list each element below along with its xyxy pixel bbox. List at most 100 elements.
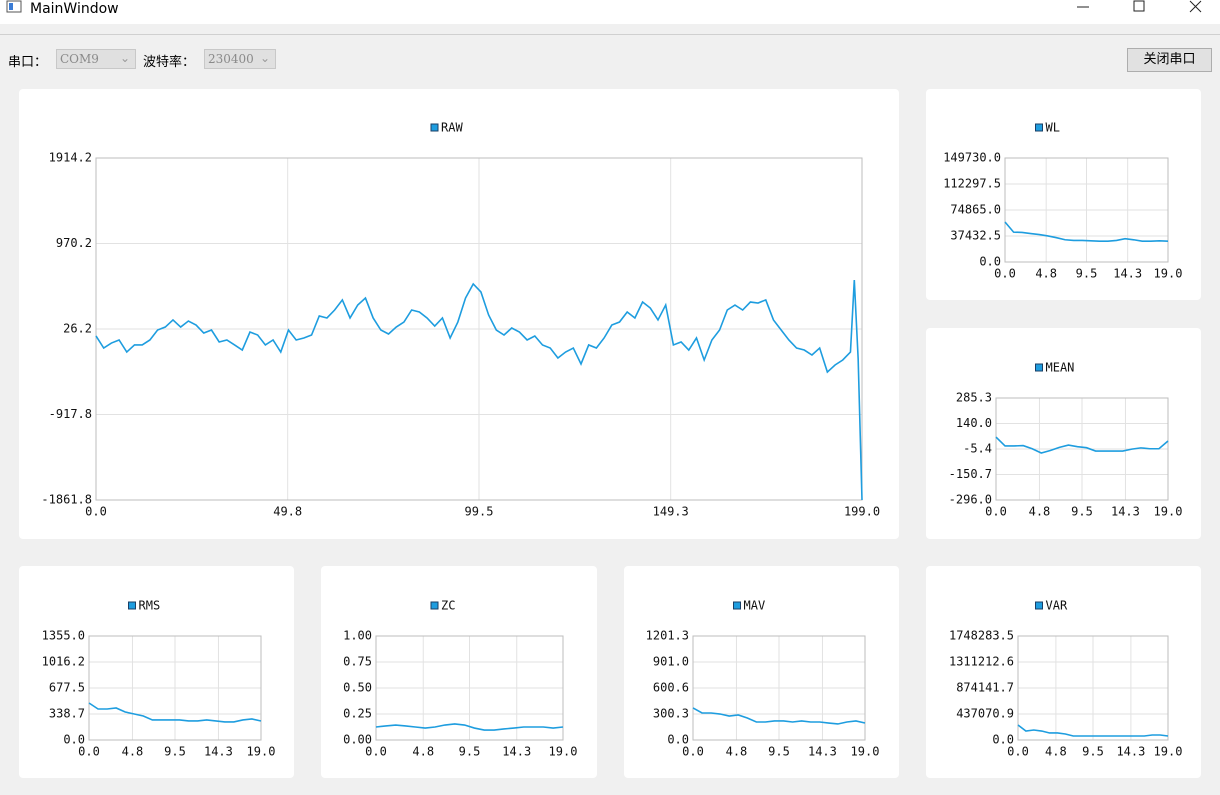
legend-label: MEAN	[1046, 361, 1075, 375]
y-tick-label: 437070.9	[956, 707, 1014, 721]
plot-frame	[375, 635, 564, 741]
y-tick-label: 0.0	[667, 733, 689, 747]
y-tick-label: 0.0	[992, 733, 1014, 747]
x-tick-label: 4.8	[412, 745, 434, 759]
y-tick-label: 0.50	[343, 681, 372, 695]
x-tick-label: 0.0	[365, 745, 387, 759]
legend-marker	[1035, 601, 1043, 610]
x-tick-label: 9.5	[768, 745, 790, 759]
x-tick-label: 0.0	[85, 505, 107, 519]
window-controls[interactable]	[1060, 0, 1220, 20]
y-tick-label: 1201.3	[646, 629, 689, 643]
series-line	[95, 279, 863, 501]
close-port-button[interactable]: 关闭串口	[1127, 48, 1212, 72]
y-tick-label: 140.0	[956, 416, 992, 430]
plot-frame	[95, 157, 863, 501]
legend-marker	[733, 601, 741, 610]
chart-panel	[19, 566, 294, 778]
baud-value: 230400	[208, 52, 254, 66]
legend-label: WL	[1046, 121, 1060, 135]
legend-marker	[430, 601, 439, 610]
x-tick-label: 19.0	[1154, 745, 1183, 759]
legend-label: ZC	[441, 599, 455, 613]
plot-frame	[1017, 635, 1169, 741]
chart-panel	[926, 89, 1201, 300]
legend-marker	[430, 123, 439, 132]
y-tick-label: 1355.0	[42, 629, 85, 643]
baud-label: 波特率：	[143, 55, 196, 70]
chart-panel	[624, 566, 899, 778]
y-tick-label: 112297.5	[943, 177, 1001, 191]
window-title: MainWindow	[30, 1, 119, 17]
chart-panel	[321, 566, 597, 778]
y-tick-label: 1.00	[343, 629, 372, 643]
y-tick-label: 0.0	[63, 733, 85, 747]
y-tick-label: 901.0	[653, 654, 689, 668]
x-tick-label: 14.3	[204, 745, 233, 759]
plot-frame	[995, 397, 1169, 501]
x-tick-label: 19.0	[247, 745, 276, 759]
series-line	[88, 702, 262, 723]
chart-panel	[19, 89, 899, 539]
series-line	[1017, 724, 1169, 737]
port-combo[interactable]: COM9 ⌄	[56, 49, 136, 69]
y-tick-label: -296.0	[949, 493, 992, 507]
series-line	[692, 707, 866, 725]
x-tick-label: 19.0	[1154, 505, 1183, 519]
plot-frame	[692, 635, 866, 741]
x-tick-label: 4.8	[726, 745, 748, 759]
x-tick-label: 4.8	[1045, 745, 1067, 759]
plot-frame	[1004, 157, 1169, 263]
y-tick-label: 0.0	[979, 255, 1001, 269]
x-tick-label: 9.5	[164, 745, 186, 759]
x-tick-label: 199.0	[844, 505, 880, 519]
x-tick-label: 49.8	[273, 505, 302, 519]
y-tick-label: 0.00	[343, 733, 372, 747]
x-tick-label: 149.3	[653, 505, 689, 519]
baud-combo[interactable]: 230400 ⌄	[204, 49, 276, 69]
legend-label: RAW	[441, 121, 463, 135]
y-tick-label: 74865.0	[950, 203, 1001, 217]
y-tick-label: -1861.8	[41, 493, 92, 507]
x-tick-label: 0.0	[985, 505, 1007, 519]
y-tick-label: 970.2	[56, 236, 92, 250]
y-tick-label: 338.7	[49, 707, 85, 721]
y-tick-label: 0.75	[343, 655, 372, 669]
y-tick-label: 874141.7	[956, 681, 1014, 695]
x-tick-label: 14.3	[1116, 745, 1145, 759]
y-tick-label: 1016.2	[42, 655, 85, 669]
series-line	[995, 436, 1169, 454]
y-tick-label: 300.3	[653, 707, 689, 721]
x-tick-label: 9.5	[1076, 267, 1098, 281]
y-tick-label: 26.2	[63, 322, 92, 336]
plot-frame	[88, 635, 262, 741]
x-tick-label: 0.0	[78, 745, 100, 759]
port-label: 串口：	[8, 55, 48, 70]
title-bar: MainWindow	[0, 0, 1220, 24]
x-tick-label: 19.0	[851, 745, 880, 759]
y-tick-label: -5.4	[963, 442, 992, 456]
x-tick-label: 19.0	[549, 745, 578, 759]
y-tick-label: 1748283.5	[949, 629, 1014, 643]
port-value: COM9	[60, 52, 99, 66]
y-tick-label: 1311212.6	[949, 655, 1014, 669]
x-tick-label: 99.5	[465, 505, 494, 519]
legend-label: RMS	[139, 599, 161, 613]
x-tick-label: 0.0	[994, 267, 1016, 281]
app-icon	[6, 0, 22, 13]
x-tick-label: 14.3	[1113, 267, 1142, 281]
y-tick-label: 0.25	[343, 707, 372, 721]
x-tick-label: 19.0	[1154, 267, 1183, 281]
x-tick-label: 9.5	[1071, 505, 1093, 519]
x-tick-label: 14.3	[502, 745, 531, 759]
y-tick-label: -150.7	[949, 467, 992, 481]
y-tick-label: 600.6	[653, 681, 689, 695]
x-tick-label: 9.5	[459, 745, 481, 759]
chart-panel	[926, 328, 1201, 539]
x-tick-label: 4.8	[1029, 505, 1051, 519]
y-tick-label: 285.3	[956, 391, 992, 405]
x-tick-label: 14.3	[1111, 505, 1140, 519]
chart-panel	[926, 566, 1201, 778]
x-tick-label: 0.0	[682, 745, 704, 759]
